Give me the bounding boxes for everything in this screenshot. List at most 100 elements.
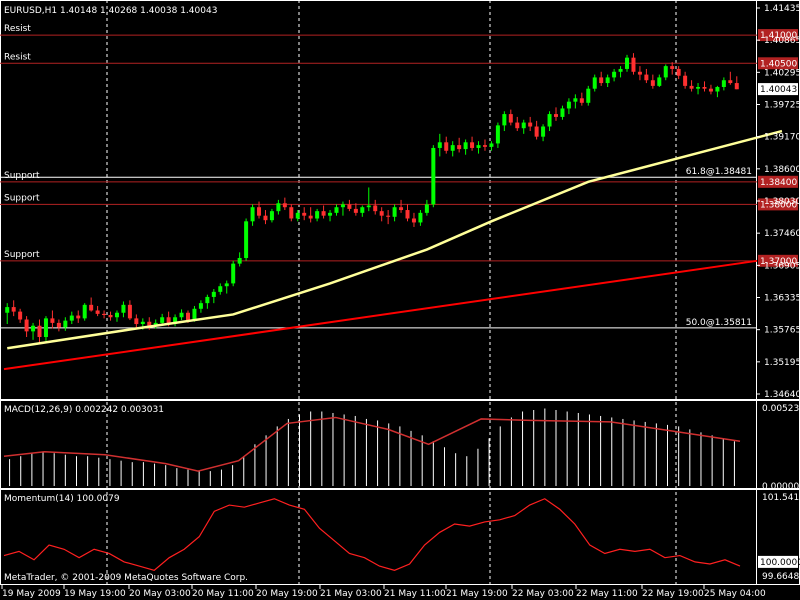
candle-body	[399, 207, 404, 211]
candle-body	[541, 126, 546, 137]
trend-line-segment	[3, 259, 758, 371]
level-price-tag-text: 1.40500	[760, 59, 797, 69]
candle-body	[147, 321, 152, 327]
candle-body	[24, 319, 29, 332]
candle-body	[392, 207, 397, 217]
candle-body	[353, 208, 358, 213]
candle-body	[605, 77, 610, 84]
candle-body	[721, 80, 726, 88]
momentum-tick-label: 99.6648	[762, 572, 799, 582]
candle-body	[463, 142, 468, 150]
candle-body	[631, 57, 636, 72]
time-axis: 19 May 2009 19 May 19:00 20 May 03:00 20 Ma…	[1, 585, 766, 599]
level-label: Resist	[4, 24, 31, 34]
candle-body	[263, 215, 268, 221]
candle-body	[418, 212, 423, 223]
candle-body	[205, 296, 210, 304]
candle-body	[702, 87, 707, 89]
candle-body	[95, 310, 100, 314]
candle-body	[534, 126, 539, 137]
trend-line	[3, 259, 758, 371]
time-tick-label: 20 May 03:00	[129, 589, 191, 599]
price-tick-label: 1.40865	[764, 36, 800, 46]
candle-body	[302, 212, 307, 216]
candle-body	[450, 145, 455, 151]
candle-body	[173, 317, 178, 325]
candle-body	[308, 215, 313, 219]
symbol-header: EURUSD,H1 1.40148 1.40268 1.40038 1.4004…	[4, 6, 217, 16]
moving-average	[7, 129, 783, 350]
time-tick-label: 22 May 19:00	[642, 589, 704, 599]
momentum-panel-frame	[0, 489, 800, 585]
level-price-tag-text: 1.38000	[760, 200, 797, 210]
candle-body	[257, 207, 262, 216]
candle-body	[502, 114, 507, 126]
candle-body	[437, 142, 442, 148]
level-label: Resist	[4, 52, 31, 62]
candle-body	[386, 215, 391, 217]
candle-body	[728, 80, 733, 84]
candle-body	[683, 75, 688, 86]
candle-body	[211, 291, 216, 297]
price-tick-label: 1.41435	[764, 4, 800, 14]
time-tick-label: 21 May 11:00	[384, 589, 446, 599]
momentum-current-tag	[758, 555, 798, 568]
price-tick-label: 1.36335	[764, 294, 800, 304]
candles	[5, 53, 739, 343]
level-price-tag	[758, 57, 798, 70]
candle-body	[592, 77, 597, 89]
candle-body	[328, 212, 333, 216]
candle-body	[289, 207, 294, 219]
candle-body	[508, 114, 513, 123]
candle-body	[424, 204, 429, 213]
candle-body	[411, 218, 416, 223]
candle-body	[618, 68, 623, 72]
candle-body	[547, 114, 552, 127]
time-tick-label: 22 May 03:00	[512, 589, 574, 599]
candle-body	[599, 77, 604, 84]
candle-body	[470, 142, 475, 148]
candle-body	[689, 85, 694, 89]
candle-body	[347, 204, 352, 209]
candle-body	[482, 145, 487, 147]
candle-body	[625, 57, 630, 69]
candle-body	[334, 207, 339, 213]
time-tick-label: 20 May 19:00	[256, 589, 318, 599]
candle-body	[676, 68, 681, 76]
candle-body	[102, 313, 107, 315]
macd-signal-line	[3, 416, 741, 472]
candle-body	[37, 325, 42, 338]
candle-body	[670, 66, 675, 69]
candle-body	[715, 87, 720, 92]
candle-body	[476, 145, 481, 148]
candle-body	[269, 211, 274, 221]
time-tick-label: 20 May 11:00	[192, 589, 254, 599]
time-tick-label: 22 May 11:00	[576, 589, 638, 599]
level-price-tag	[758, 175, 798, 188]
candle-body	[528, 122, 533, 127]
level-price-tag	[758, 254, 798, 267]
candle-body	[566, 101, 571, 109]
price-tick-label: 1.38030	[764, 197, 800, 207]
time-tick-label: 19 May 2009	[2, 589, 61, 599]
time-tick-label: 25 May 04:00	[704, 589, 766, 599]
fib-level-label: 61.8@1.38481	[686, 167, 752, 177]
candle-body	[198, 303, 203, 309]
current-price-tag	[758, 83, 798, 96]
candle-body	[224, 283, 229, 287]
candle-body	[560, 108, 565, 117]
level-label: Support	[4, 250, 40, 260]
candle-body	[637, 71, 642, 75]
candle-body	[586, 88, 591, 103]
level-price-tag-text: 1.37000	[760, 257, 797, 267]
candle-body	[127, 304, 132, 319]
time-tick-label: 21 May 03:00	[320, 589, 382, 599]
candle-body	[237, 257, 242, 264]
candle-body	[11, 307, 16, 312]
candle-body	[31, 325, 36, 332]
candle-body	[69, 315, 74, 321]
candle-body	[444, 142, 449, 151]
level-price-tag-text: 1.41000	[760, 31, 797, 41]
momentum-tick-label: 101.5416	[762, 493, 800, 503]
